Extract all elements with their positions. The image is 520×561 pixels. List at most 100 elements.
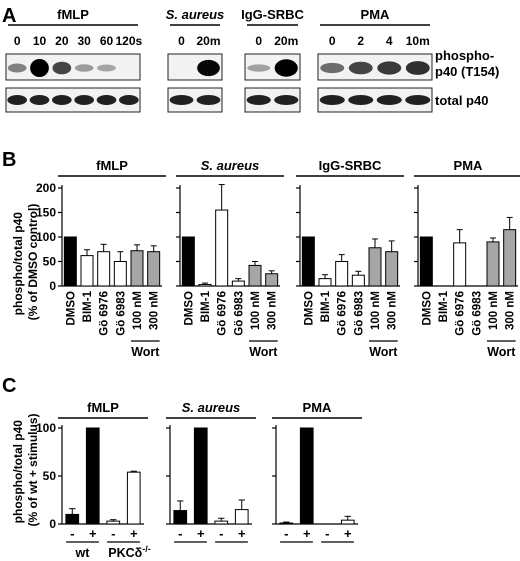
bar	[231, 280, 245, 287]
x-category-label: Gö 6983	[471, 291, 483, 336]
panel-b-ylabel-line2: (% of DMSO control)	[26, 204, 40, 321]
time-label: 0	[255, 34, 262, 48]
subplot-title: fMLP	[87, 400, 119, 415]
bar	[335, 261, 349, 287]
x-category-label: 100 nM	[132, 291, 144, 330]
bar	[453, 242, 467, 287]
bar	[340, 519, 355, 525]
bar	[113, 261, 127, 287]
phospho-band	[52, 61, 72, 75]
total-membrane	[5, 87, 141, 113]
total-band	[7, 95, 27, 105]
time-label: 2	[357, 34, 364, 48]
wort-label: Wort	[131, 345, 160, 359]
subplot-title: IgG-SRBC	[319, 158, 382, 173]
genotype-label-ko: PKCδ-/-	[108, 544, 150, 560]
phospho-band	[274, 59, 298, 77]
sign-label: +	[344, 526, 352, 541]
panel-c-ylabel-text: phospho/total p40	[11, 420, 25, 524]
subplot-title: fMLP	[96, 158, 128, 173]
blot-group-name: PMA	[361, 7, 391, 22]
sign-label: -	[284, 526, 288, 541]
wort-label: Wort	[487, 345, 516, 359]
bar	[503, 229, 517, 287]
total-band	[196, 95, 221, 105]
blot-group-name: IgG-SRBC	[241, 7, 304, 22]
x-category-label: BIM-1	[438, 290, 450, 322]
bar	[265, 273, 279, 287]
bar	[318, 278, 332, 287]
total-band	[96, 95, 117, 105]
total-row-label: total p40	[435, 93, 488, 108]
bar	[181, 236, 195, 287]
bar	[279, 522, 294, 525]
x-category-label: BIM-1	[320, 290, 332, 322]
bar	[106, 520, 121, 525]
total-band	[274, 95, 299, 105]
x-category-label: Gö 6983	[353, 291, 365, 336]
time-label: 20m	[274, 34, 298, 48]
sign-label: -	[70, 526, 74, 541]
x-category-label: 100 nM	[488, 291, 500, 330]
time-label: 60	[100, 34, 114, 48]
blot-group-name: fMLP	[57, 7, 89, 22]
sign-label: +	[238, 526, 246, 541]
bar	[486, 241, 500, 287]
bar	[85, 427, 100, 525]
genotype-label-wt: wt	[75, 546, 91, 560]
panel-b-chart: fMLP 0 50 100 150 200 DMSO BIM-1 Gö 6976 Gö 6983 1…	[36, 158, 520, 359]
phospho-band	[74, 64, 94, 72]
subplot-3: PMA DMSO BIM-1 Gö 6976 Gö 6983 100 nM 300 nM Wo…	[414, 158, 520, 359]
x-category-label: 100 nM	[370, 291, 382, 330]
time-label: 0	[329, 34, 336, 48]
bar	[173, 510, 188, 525]
bar	[351, 274, 365, 287]
y-tick-label: 100	[36, 230, 56, 244]
phospho-band	[30, 59, 49, 77]
bar	[248, 264, 262, 287]
total-band	[405, 95, 431, 105]
subplot-title: PMA	[303, 400, 333, 415]
bar	[214, 520, 229, 525]
phospho-band	[247, 64, 271, 72]
panel-a-label: A	[2, 5, 16, 27]
time-label: 0	[14, 34, 21, 48]
bar	[97, 251, 111, 287]
panel-c-label: C	[2, 375, 16, 397]
y-tick-label: 50	[43, 469, 57, 483]
x-category-label: Gö 6983	[233, 291, 245, 336]
bar	[130, 250, 144, 287]
x-category-label: DMSO	[65, 291, 77, 326]
bar	[147, 251, 161, 287]
x-category-label: BIM-1	[200, 290, 212, 322]
phospho-band	[348, 61, 373, 75]
bar	[419, 236, 433, 287]
phospho-row-label-1: phospho-	[435, 48, 494, 63]
blot-group-0: fMLP 0 10 20 30 60 120s	[5, 7, 143, 113]
bar	[234, 509, 249, 525]
phospho-band	[320, 62, 345, 74]
wort-label: Wort	[249, 345, 278, 359]
subplot-title: S. aureus	[201, 158, 260, 173]
x-category-label: 300 nM	[267, 291, 279, 330]
bar	[385, 251, 399, 287]
y-tick-label: 0	[49, 279, 56, 293]
x-category-label: Gö 6976	[455, 291, 467, 336]
panel-c-ylabel: phospho/total p40 (% of wt + stimulus)	[11, 413, 40, 526]
time-label: 20	[55, 34, 69, 48]
panel-c-ylabel-line2: (% of wt + stimulus)	[26, 413, 40, 526]
sign-label: +	[89, 526, 97, 541]
blot-group-name: S. aureus	[166, 7, 225, 22]
total-band	[376, 95, 402, 105]
wort-label: Wort	[369, 345, 398, 359]
x-category-label: 300 nM	[149, 291, 161, 330]
y-tick-label: 150	[36, 206, 56, 220]
blot-group-3: PMA 0 2 4 10m	[317, 7, 433, 113]
panel-b-label: B	[2, 149, 16, 171]
sign-label: +	[197, 526, 205, 541]
bar	[368, 247, 382, 287]
x-category-label: BIM-1	[82, 290, 94, 322]
x-category-label: 300 nM	[387, 291, 399, 330]
